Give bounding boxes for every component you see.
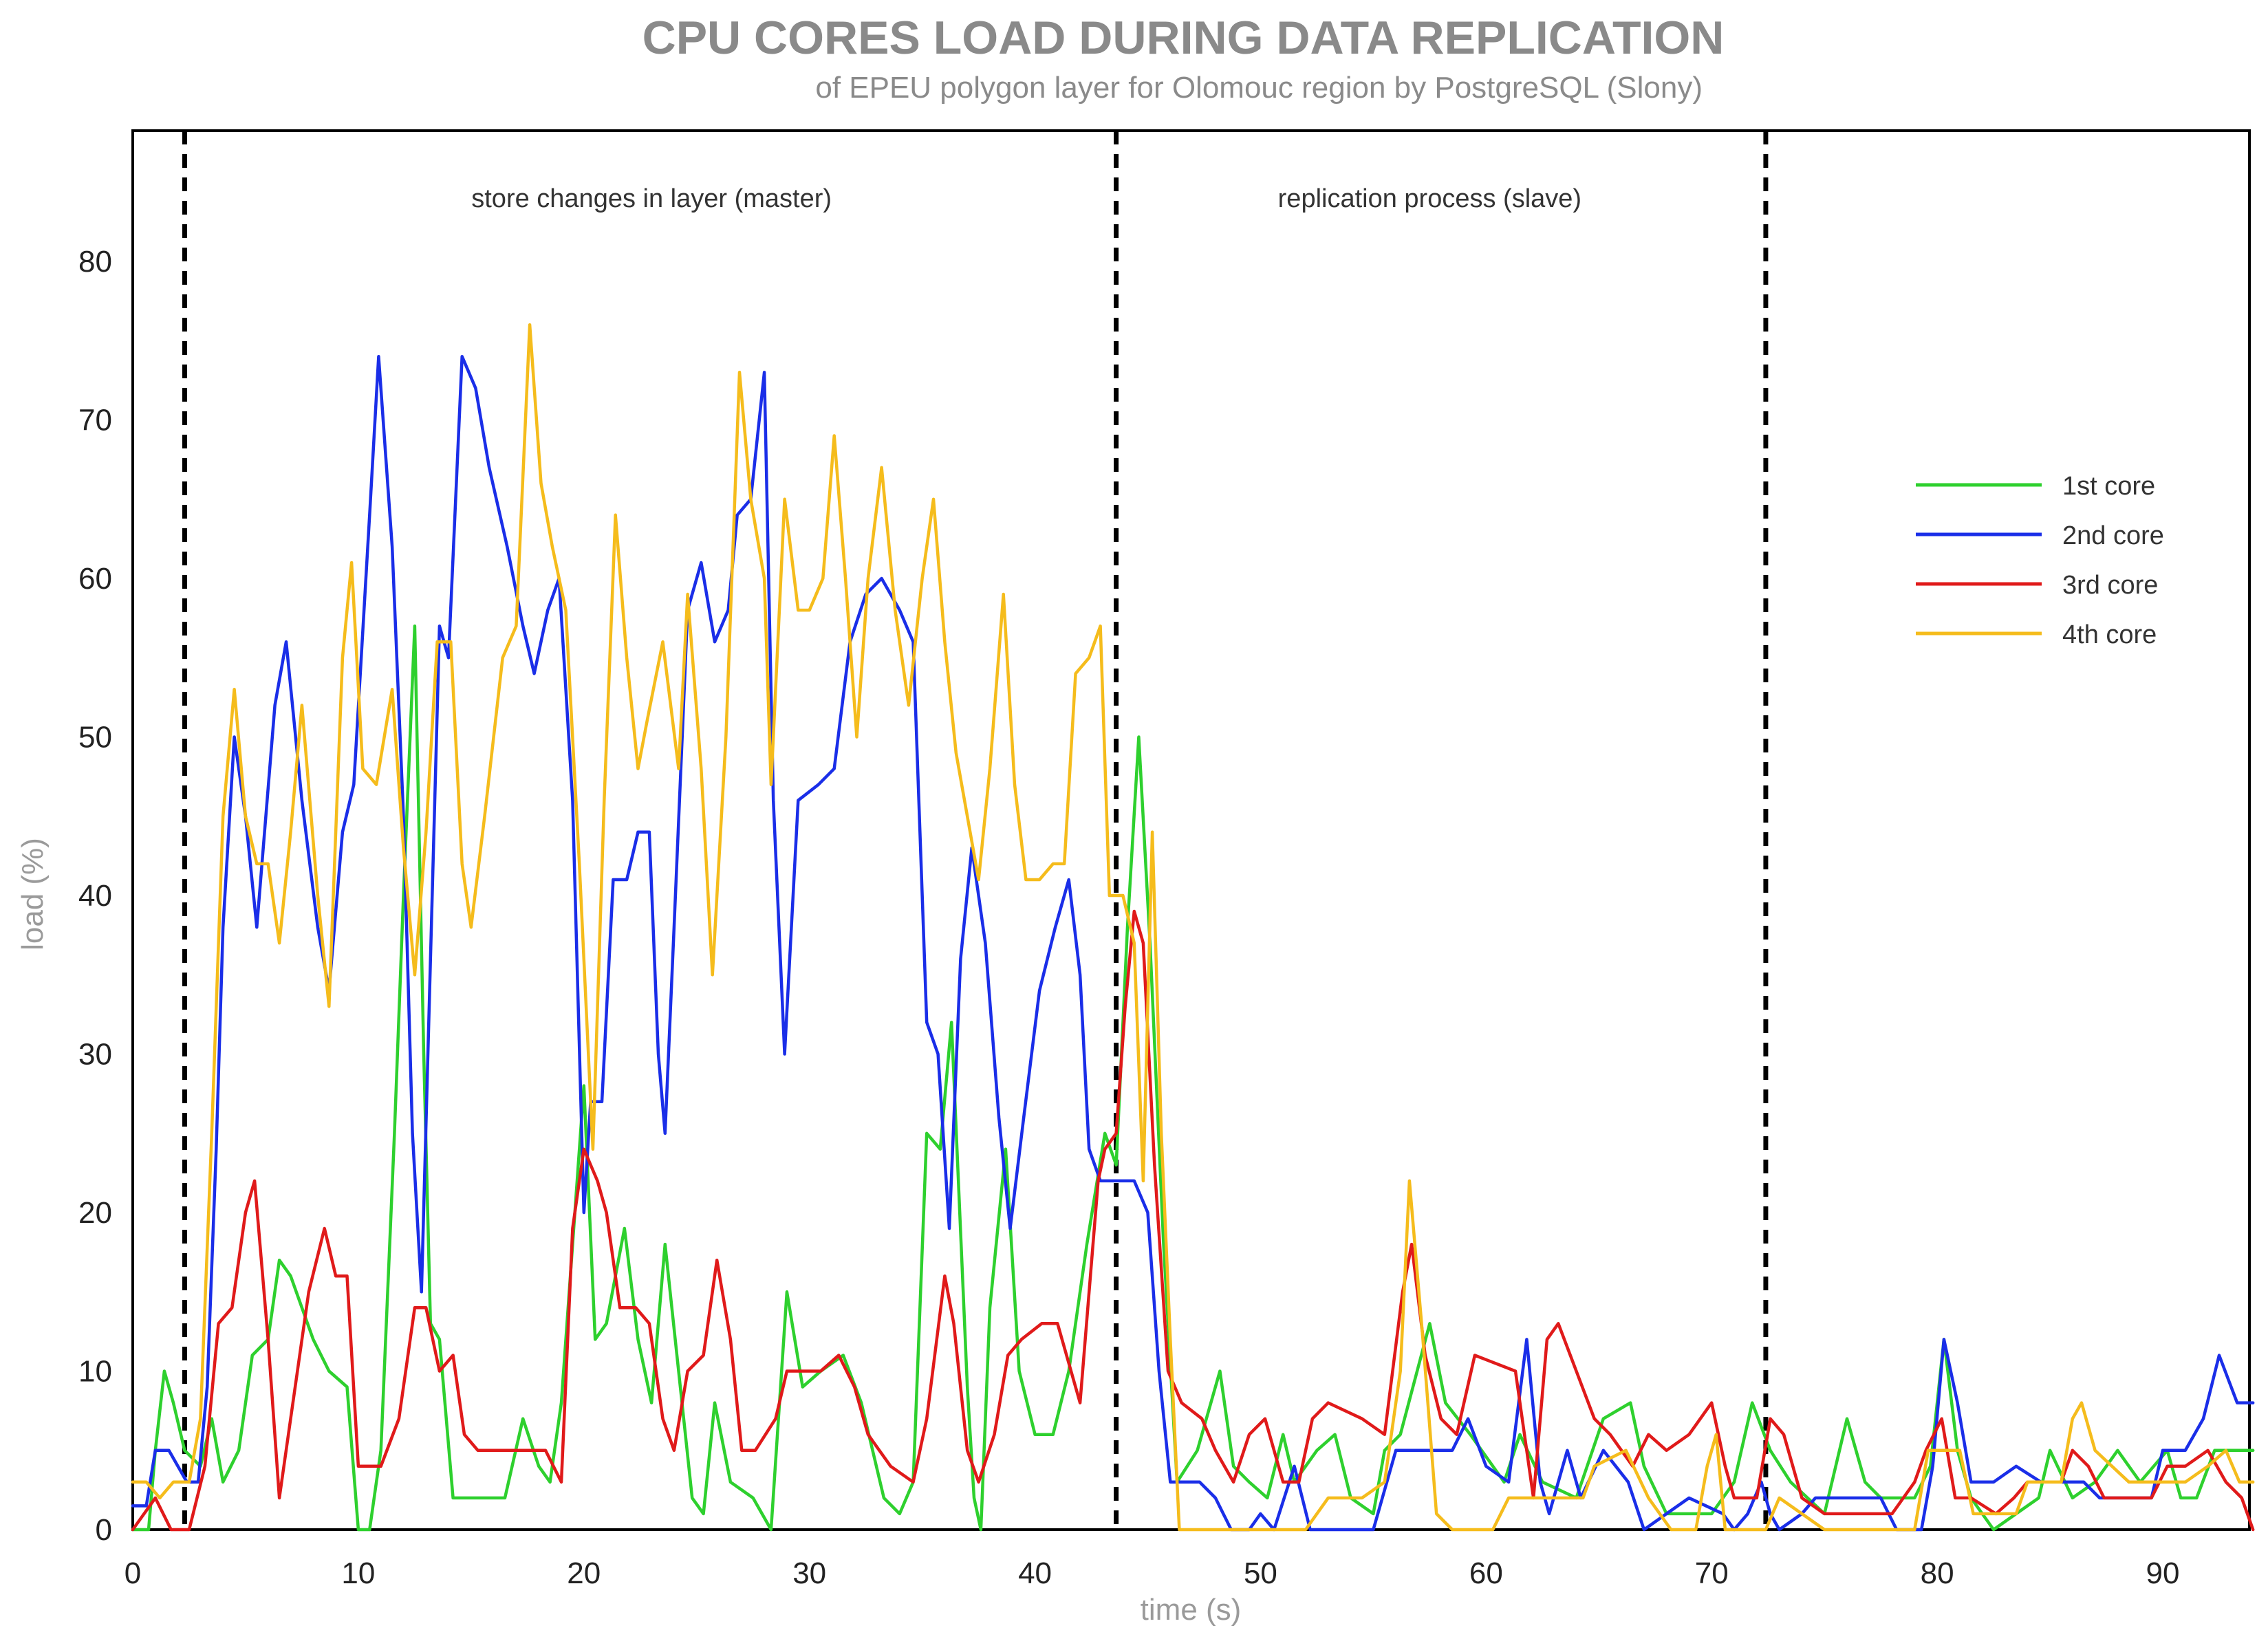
- x-tick-label: 70: [1695, 1556, 1729, 1590]
- x-tick-label: 40: [1018, 1556, 1052, 1590]
- legend: 1st core 2nd core 3rd core 4th core: [1916, 472, 2164, 649]
- phase-annotation: store changes in layer (master): [471, 184, 832, 213]
- y-tick-labels: 0 10 20 30 40 50 60 70 80: [78, 245, 112, 1547]
- y-tick-label: 0: [96, 1513, 112, 1547]
- x-tick-label: 30: [792, 1556, 826, 1590]
- y-tick-label: 20: [78, 1196, 112, 1230]
- y-axis-label: load (%): [16, 838, 50, 951]
- y-tick-label: 60: [78, 562, 112, 596]
- legend-label: 4th core: [2062, 620, 2157, 649]
- series-line-3: [131, 909, 2255, 1532]
- legend-label: 1st core: [2062, 472, 2155, 501]
- y-tick-label: 30: [78, 1038, 112, 1072]
- x-tick-label: 20: [567, 1556, 601, 1590]
- y-tick-label: 80: [78, 245, 112, 279]
- legend-label: 2nd core: [2062, 521, 2164, 550]
- phase-annotations: store changes in layer (master) replicati…: [471, 184, 1581, 213]
- y-tick-label: 40: [78, 879, 112, 913]
- x-tick-label: 10: [341, 1556, 375, 1590]
- phase-markers: [182, 131, 1769, 1530]
- chart-subtitle: of EPEU polygon layer for Olomouc region…: [815, 71, 1703, 105]
- x-tick-label: 50: [1244, 1556, 1277, 1590]
- series-line-4: [131, 323, 2255, 1532]
- x-tick-label: 90: [2146, 1556, 2180, 1590]
- y-tick-label: 70: [78, 404, 112, 437]
- x-axis-label: time (s): [1141, 1593, 1242, 1627]
- phase-annotation: replication process (slave): [1278, 184, 1581, 213]
- y-tick-label: 50: [78, 721, 112, 755]
- x-tick-label: 60: [1469, 1556, 1503, 1590]
- series-lines: [131, 323, 2255, 1532]
- y-tick-label: 10: [78, 1355, 112, 1389]
- chart-title: CPU CORES LOAD DURING DATA REPLICATION: [642, 12, 1725, 64]
- x-tick-label: 80: [1921, 1556, 1954, 1590]
- series-line-2: [131, 355, 2255, 1532]
- x-tick-labels: 0 10 20 30 40 50 60 70 80 90: [125, 1556, 2180, 1590]
- series-line-1: [131, 624, 2255, 1532]
- plot-frame: [131, 129, 2251, 1531]
- legend-label: 3rd core: [2062, 571, 2158, 600]
- x-tick-label: 0: [125, 1556, 141, 1590]
